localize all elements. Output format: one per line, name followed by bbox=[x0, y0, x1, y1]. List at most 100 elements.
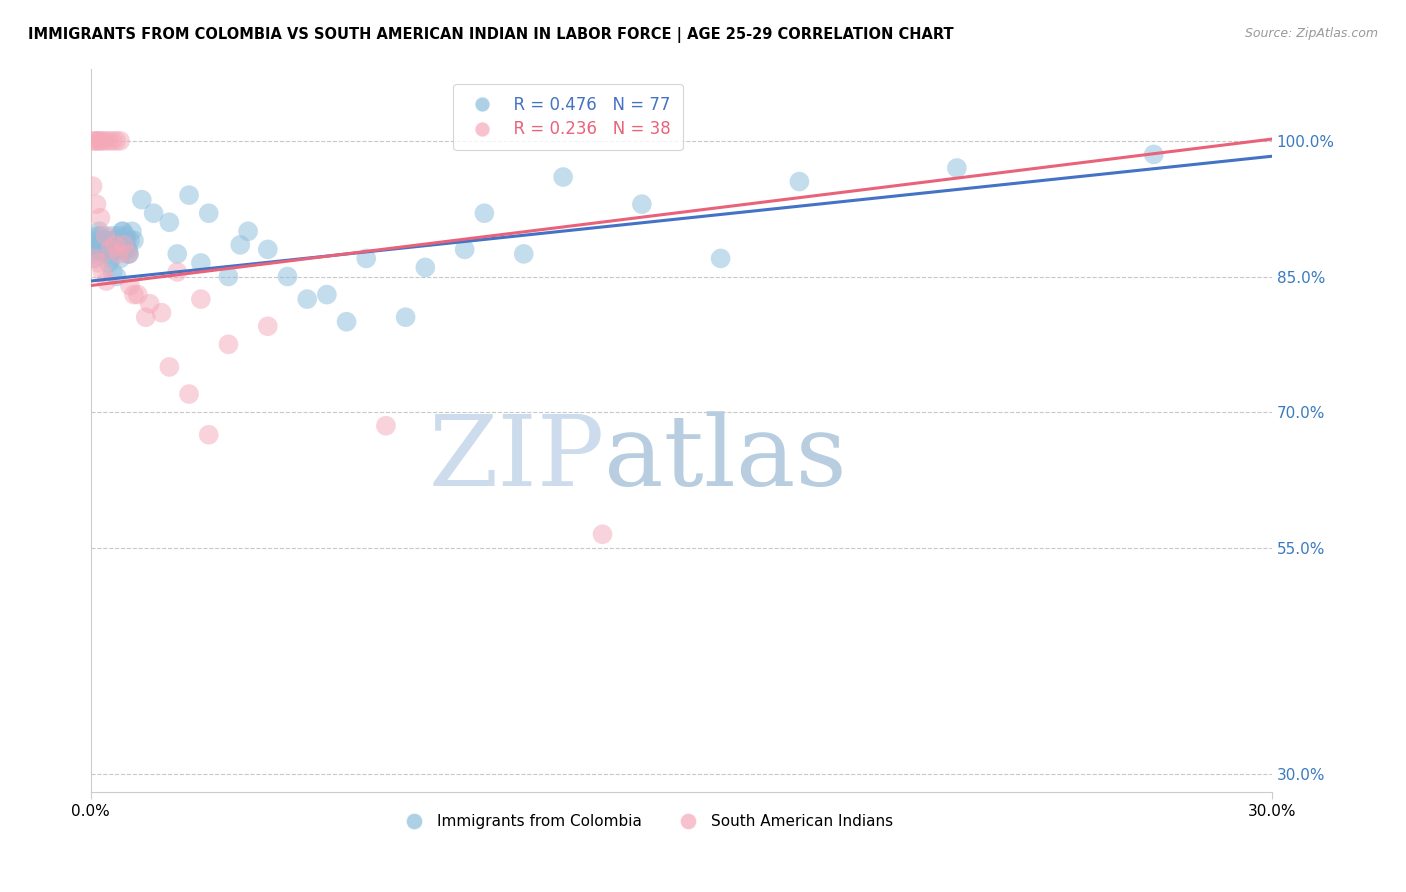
Point bbox=[394, 310, 416, 325]
Point bbox=[86, 134, 108, 148]
Point bbox=[93, 134, 115, 148]
Point bbox=[89, 238, 111, 252]
Point bbox=[157, 215, 180, 229]
Point bbox=[110, 243, 132, 257]
Point bbox=[118, 247, 141, 261]
Point bbox=[98, 243, 121, 257]
Point bbox=[105, 238, 128, 252]
Point bbox=[101, 228, 124, 243]
Point bbox=[101, 265, 124, 279]
Point bbox=[454, 243, 477, 257]
Point bbox=[98, 243, 121, 257]
Point bbox=[229, 238, 252, 252]
Point bbox=[115, 228, 138, 243]
Point bbox=[117, 243, 139, 257]
Point bbox=[83, 134, 105, 148]
Point bbox=[103, 238, 125, 252]
Point bbox=[111, 224, 134, 238]
Point bbox=[190, 292, 212, 306]
Point bbox=[474, 206, 496, 220]
Point bbox=[117, 247, 139, 261]
Point bbox=[177, 387, 200, 401]
Point bbox=[83, 252, 105, 266]
Point bbox=[592, 527, 614, 541]
Point bbox=[103, 233, 125, 247]
Point bbox=[104, 238, 127, 252]
Point bbox=[87, 238, 110, 252]
Point bbox=[413, 260, 436, 275]
Point bbox=[157, 359, 180, 374]
Point bbox=[122, 287, 145, 301]
Point bbox=[710, 252, 733, 266]
Point bbox=[82, 252, 104, 266]
Point bbox=[82, 179, 104, 194]
Point bbox=[114, 243, 136, 257]
Point bbox=[86, 197, 108, 211]
Point bbox=[166, 247, 188, 261]
Point bbox=[107, 243, 129, 257]
Point bbox=[101, 134, 124, 148]
Point bbox=[86, 233, 108, 247]
Point bbox=[83, 243, 105, 257]
Point bbox=[84, 243, 107, 257]
Point bbox=[138, 296, 160, 310]
Point bbox=[100, 252, 122, 266]
Point bbox=[89, 211, 111, 225]
Point bbox=[315, 287, 337, 301]
Text: ZIP: ZIP bbox=[429, 411, 605, 507]
Point bbox=[142, 206, 165, 220]
Point bbox=[83, 247, 105, 261]
Point bbox=[256, 319, 278, 334]
Point bbox=[96, 274, 118, 288]
Point bbox=[135, 310, 157, 325]
Point bbox=[354, 252, 377, 266]
Legend: Immigrants from Colombia, South American Indians: Immigrants from Colombia, South American… bbox=[392, 808, 898, 835]
Point bbox=[236, 224, 259, 238]
Point bbox=[1143, 147, 1166, 161]
Point bbox=[89, 134, 111, 148]
Point bbox=[93, 233, 115, 247]
Point bbox=[150, 306, 173, 320]
Point bbox=[94, 243, 117, 257]
Point bbox=[112, 238, 135, 252]
Point bbox=[91, 238, 114, 252]
Point bbox=[105, 134, 128, 148]
Point bbox=[197, 206, 219, 220]
Point bbox=[553, 169, 575, 184]
Point bbox=[108, 233, 131, 247]
Point bbox=[96, 247, 118, 261]
Point bbox=[127, 287, 149, 301]
Point bbox=[97, 233, 120, 247]
Point bbox=[108, 228, 131, 243]
Point bbox=[276, 269, 298, 284]
Point bbox=[98, 238, 121, 252]
Point bbox=[112, 238, 135, 252]
Point bbox=[335, 315, 357, 329]
Text: atlas: atlas bbox=[605, 411, 848, 507]
Point bbox=[105, 269, 128, 284]
Point bbox=[122, 233, 145, 247]
Point bbox=[118, 233, 141, 247]
Point bbox=[84, 134, 107, 148]
Point bbox=[256, 243, 278, 257]
Point bbox=[110, 252, 132, 266]
Point bbox=[97, 134, 120, 148]
Point bbox=[86, 228, 108, 243]
Point bbox=[197, 427, 219, 442]
Point bbox=[166, 265, 188, 279]
Point bbox=[105, 243, 128, 257]
Point bbox=[90, 134, 112, 148]
Point bbox=[946, 161, 969, 175]
Point bbox=[87, 256, 110, 270]
Point bbox=[111, 224, 134, 238]
Point bbox=[190, 256, 212, 270]
Point bbox=[94, 228, 117, 243]
Point bbox=[513, 247, 536, 261]
Point bbox=[84, 243, 107, 257]
Point bbox=[108, 134, 131, 148]
Point bbox=[108, 247, 131, 261]
Point bbox=[89, 224, 111, 238]
Point bbox=[117, 247, 139, 261]
Point bbox=[97, 256, 120, 270]
Point bbox=[631, 197, 654, 211]
